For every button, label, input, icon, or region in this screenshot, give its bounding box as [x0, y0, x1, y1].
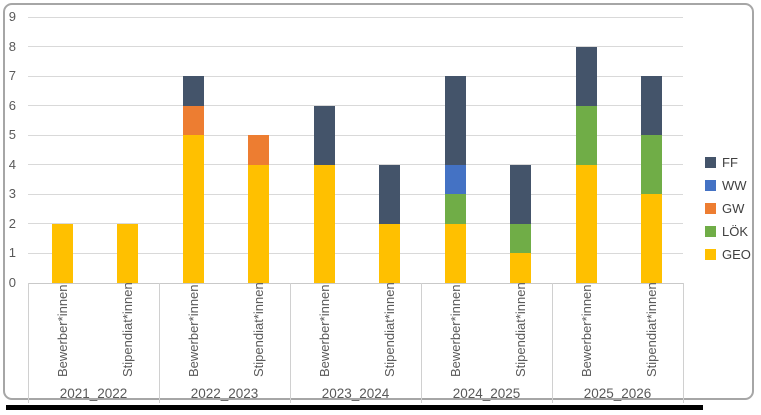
bottom-border-line	[6, 405, 703, 410]
bar-segment-GEO	[248, 164, 269, 283]
legend-swatch-icon	[705, 157, 716, 168]
y-axis-tick-label: 3	[8, 186, 16, 202]
category-separator	[290, 283, 291, 403]
category-label: Stipendiat*innen	[251, 282, 266, 377]
gridline	[28, 75, 683, 77]
bar-segment-GEO	[576, 164, 597, 283]
gridline	[28, 223, 683, 225]
category-separator	[552, 283, 553, 403]
x-axis-line	[28, 282, 683, 284]
bar-segment-GW	[248, 135, 269, 165]
gridline	[28, 105, 683, 107]
bar-segment-WW	[445, 164, 466, 195]
bar-segment-FF	[576, 46, 597, 106]
bar-segment-FF	[445, 76, 466, 165]
legend: FF WW GW LÖK GEO	[705, 151, 751, 266]
legend-swatch-icon	[705, 180, 716, 191]
bar-segment-GEO	[117, 223, 138, 283]
gridline	[28, 16, 683, 18]
y-axis-tick-label: 9	[8, 9, 16, 24]
bar-segment-GEO	[183, 135, 204, 283]
y-axis-tick-label: 6	[8, 97, 16, 113]
bar-segment-FF	[641, 76, 662, 136]
gridline	[28, 164, 683, 166]
bar-segment-FF	[183, 76, 204, 106]
y-axis-tick-label: 5	[8, 127, 16, 143]
category-label: Bewerber*innen	[448, 284, 463, 377]
gridline	[28, 252, 683, 254]
category-label: Bewerber*innen	[55, 284, 70, 377]
chart-frame	[3, 3, 754, 400]
y-axis-tick-label: 2	[8, 215, 16, 231]
bar-segment-LÖK	[445, 194, 466, 224]
gridline	[28, 193, 683, 195]
y-axis-tick-label: 7	[8, 68, 16, 84]
group-label: 2024_2025	[452, 386, 521, 401]
legend-item-WW: WW	[705, 174, 751, 197]
category-label: Stipendiat*innen	[382, 282, 397, 377]
y-axis-tick-label: 0	[8, 275, 16, 290]
legend-label: GEO	[722, 247, 751, 262]
category-label: Bewerber*innen	[186, 284, 201, 377]
bar-segment-GEO	[510, 253, 531, 283]
bar-segment-LÖK	[641, 135, 662, 195]
bar-segment-FF	[314, 105, 335, 165]
bar-segment-FF	[510, 164, 531, 224]
legend-item-FF: FF	[705, 151, 751, 174]
bar-segment-GEO	[445, 223, 466, 283]
legend-swatch-icon	[705, 203, 716, 214]
category-label: Bewerber*innen	[317, 284, 332, 377]
category-label: Stipendiat*innen	[644, 282, 659, 377]
category-separator	[159, 283, 160, 403]
category-separator	[683, 283, 684, 403]
category-label: Stipendiat*innen	[120, 282, 135, 377]
group-label: 2023_2024	[321, 386, 390, 401]
legend-swatch-icon	[705, 249, 716, 260]
bar-segment-LÖK	[576, 105, 597, 165]
legend-item-GW: GW	[705, 197, 751, 220]
bar-segment-GEO	[314, 164, 335, 283]
bar-segment-GEO	[641, 194, 662, 283]
category-separator	[28, 283, 29, 403]
legend-label: LÖK	[722, 224, 749, 239]
y-axis-tick-label: 4	[8, 156, 16, 172]
legend-label: WW	[722, 178, 747, 193]
y-axis-tick-label: 1	[8, 245, 16, 261]
y-axis-tick-label: 8	[8, 38, 16, 54]
gridline	[28, 134, 683, 136]
bar-segment-FF	[379, 164, 400, 224]
gridline	[28, 46, 683, 48]
group-label: 2025_2026	[583, 386, 652, 401]
bar-segment-GW	[183, 105, 204, 136]
legend-item-LÖK: LÖK	[705, 220, 751, 243]
bar-segment-GEO	[52, 223, 73, 283]
legend-label: GW	[722, 201, 745, 216]
bar-segment-LÖK	[510, 223, 531, 254]
legend-item-GEO: GEO	[705, 243, 751, 266]
category-separator	[421, 283, 422, 403]
group-label: 2022_2023	[190, 386, 259, 401]
group-label: 2021_2022	[59, 386, 128, 401]
bar-segment-GEO	[379, 223, 400, 283]
category-label: Stipendiat*innen	[513, 282, 528, 377]
legend-label: FF	[722, 155, 738, 170]
legend-swatch-icon	[705, 226, 716, 237]
category-label: Bewerber*innen	[579, 284, 594, 377]
